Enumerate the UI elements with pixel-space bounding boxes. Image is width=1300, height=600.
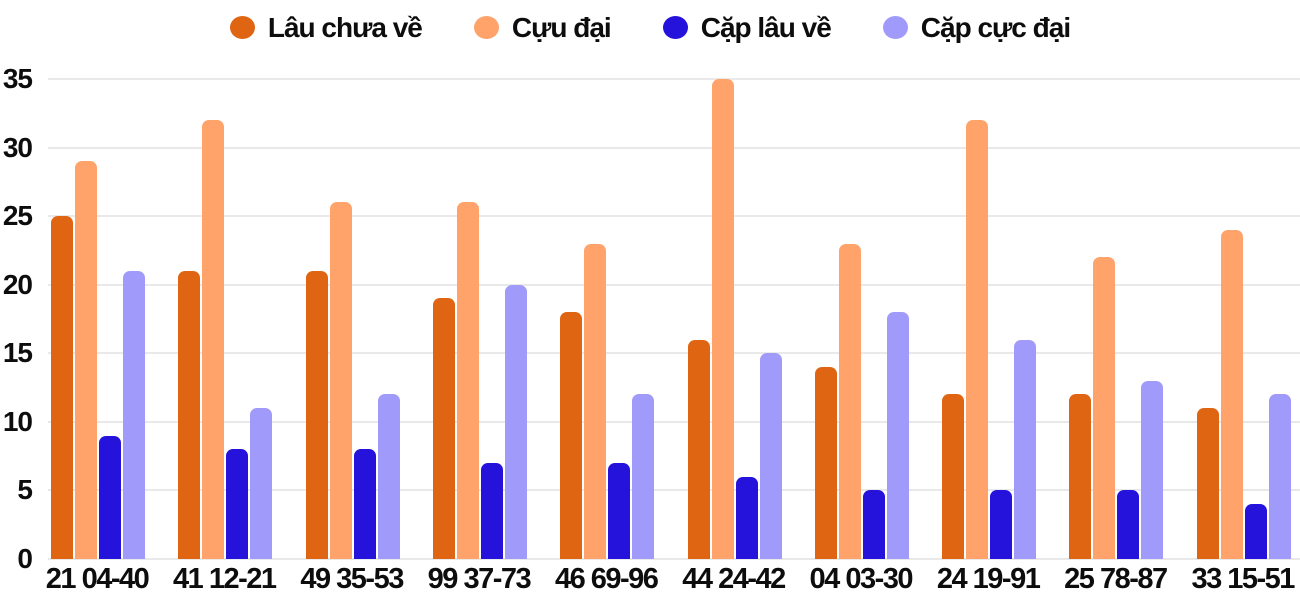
y-axis: 0 5 10 15 20 25 30 35 — [0, 65, 33, 573]
bar-series1-group7 — [814, 367, 837, 559]
bar-series3-group10 — [1244, 504, 1267, 559]
x-tick-label-6: 44 24-42 — [682, 563, 786, 595]
x-tick-label-8: 24 19-91 — [936, 563, 1041, 595]
y-tick-label-5: 5 — [17, 474, 33, 506]
bar-series2-group10 — [1220, 229, 1243, 559]
bar-series1-group8 — [942, 394, 965, 559]
legend-item-cuu-dai: Cựu đại — [473, 12, 612, 43]
x-tick-label-4: 99 37-73 — [427, 563, 532, 595]
legend-item-cap-cuc-dai: Cặp cực đại — [882, 12, 1071, 43]
legend-label: Lâu chưa về — [267, 12, 423, 43]
bar-series3-group6 — [735, 476, 758, 559]
bar-series4-group2 — [250, 408, 273, 559]
bar-series1-group3 — [305, 271, 328, 559]
x-tick-label-1: 21 04-40 — [45, 563, 150, 595]
gridline-5 — [48, 489, 1300, 492]
bar-series2-group3 — [329, 202, 352, 559]
gridline-10 — [48, 420, 1300, 423]
bar-series1-group4 — [432, 298, 455, 559]
bar-group-8 — [942, 79, 1037, 559]
y-tick-label-25: 25 — [2, 200, 33, 232]
bar-series4-group4 — [504, 284, 527, 559]
bar-group-9 — [1069, 79, 1164, 559]
bar-group-6 — [687, 79, 782, 559]
bar-series3-group7 — [862, 490, 885, 559]
bar-series3-group2 — [226, 449, 249, 559]
bar-series4-group3 — [377, 394, 400, 559]
legend-marker-circle — [882, 15, 908, 39]
legend-label: Cặp lâu về — [700, 12, 832, 43]
bar-group-1 — [51, 79, 145, 559]
legend-item-cap-lau-ve: Cặp lâu về — [662, 12, 832, 43]
bar-series2-group2 — [202, 120, 225, 559]
bar-series1-group6 — [687, 339, 710, 559]
x-tick-label-3: 49 35-53 — [300, 563, 404, 595]
y-tick-label-20: 20 — [2, 268, 33, 300]
gridline-30 — [48, 146, 1300, 149]
legend-label: Cặp cực đại — [920, 12, 1071, 43]
bar-series3-group3 — [353, 449, 376, 559]
gridline-0 — [48, 558, 1300, 560]
gridline-35 — [48, 78, 1300, 80]
bar-series3-group8 — [990, 490, 1013, 559]
bar-series3-group1 — [99, 435, 121, 559]
bar-series2-group6 — [711, 79, 734, 559]
bar-group-7 — [814, 79, 909, 559]
bar-series3-group5 — [608, 463, 631, 559]
x-tick-label-2: 41 12-21 — [173, 563, 277, 595]
y-tick-label-30: 30 — [2, 131, 33, 163]
y-tick-label-15: 15 — [2, 337, 33, 369]
chart-legend: Lâu chưa về Cựu đại Cặp lâu về Cặp cực đ… — [0, 6, 1300, 48]
bar-series1-group1 — [51, 216, 73, 559]
legend-marker-circle — [229, 15, 255, 39]
bar-series4-group9 — [1141, 380, 1164, 559]
x-tick-label-9: 25 78-87 — [1064, 563, 1168, 595]
bar-group-10 — [1196, 79, 1291, 559]
y-tick-label-0: 0 — [17, 543, 33, 574]
bar-series4-group7 — [886, 312, 909, 559]
bar-series4-group10 — [1268, 394, 1291, 559]
y-tick-label-10: 10 — [2, 405, 33, 437]
gridline-25 — [48, 215, 1300, 218]
bar-series2-group9 — [1093, 257, 1116, 559]
bar-group-4 — [432, 79, 527, 559]
gridline-20 — [48, 283, 1300, 286]
bar-series1-group9 — [1069, 394, 1092, 559]
bar-series3-group9 — [1117, 490, 1140, 559]
bar-series4-group5 — [632, 394, 655, 559]
legend-item-lau-chua-ve: Lâu chưa về — [229, 12, 423, 43]
x-tick-label-10: 33 15-51 — [1191, 563, 1295, 595]
legend-marker-circle — [662, 15, 688, 39]
x-tick-label-5: 46 69-96 — [554, 563, 659, 595]
bar-series1-group10 — [1196, 408, 1219, 559]
x-tick-label-7: 04 03-30 — [809, 563, 914, 595]
bar-series2-group8 — [966, 120, 989, 559]
gridline-15 — [48, 352, 1300, 355]
bar-series2-group1 — [75, 161, 97, 559]
bar-group-3 — [305, 79, 400, 559]
bar-series4-group6 — [759, 353, 782, 559]
bar-series3-group4 — [480, 463, 503, 559]
bar-series2-group4 — [456, 202, 479, 559]
plot-area — [48, 78, 1300, 560]
bar-series2-group5 — [584, 243, 607, 559]
x-axis: 21 04-40 41 12-21 49 35-53 99 37-73 46 69-96… — [0, 563, 1300, 600]
bar-series4-group1 — [123, 271, 145, 559]
legend-label: Cựu đại — [511, 12, 612, 43]
bar-group-2 — [178, 79, 273, 559]
bar-series2-group7 — [838, 243, 861, 559]
bar-series1-group5 — [560, 312, 583, 559]
bar-group-5 — [560, 79, 655, 559]
bar-series1-group2 — [178, 271, 201, 559]
y-tick-label-35: 35 — [2, 63, 33, 94]
bar-series4-group8 — [1014, 339, 1037, 559]
legend-marker-circle — [473, 15, 499, 39]
